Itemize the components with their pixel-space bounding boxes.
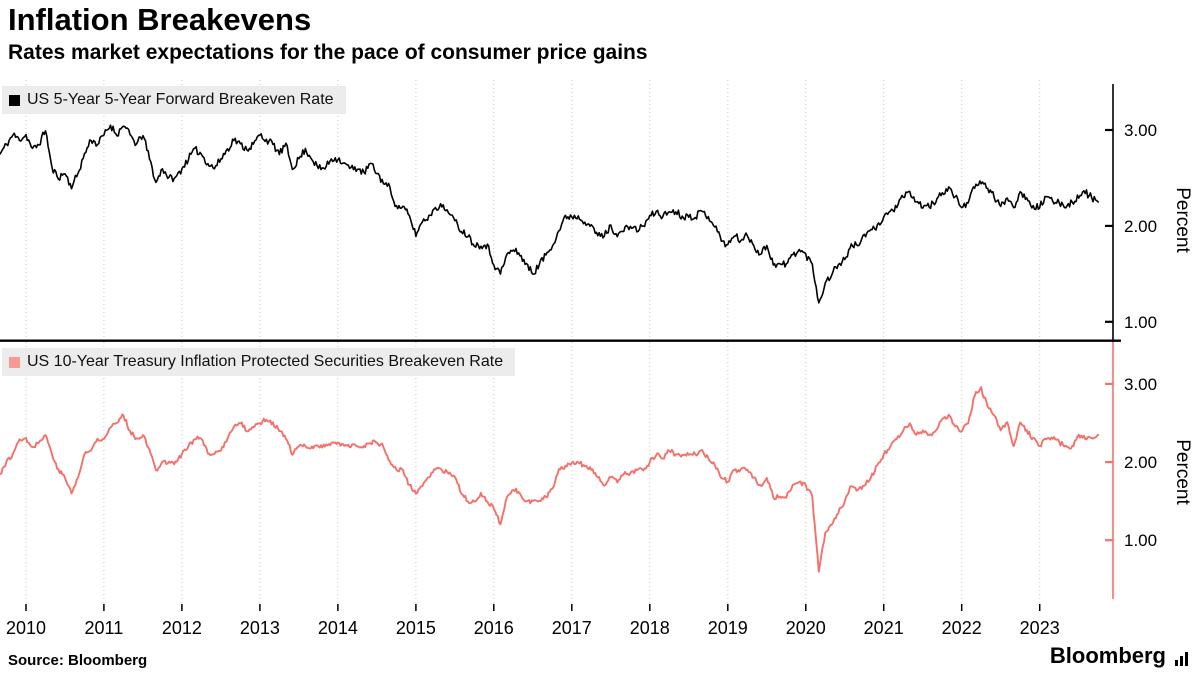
legend-swatch-5y5y bbox=[9, 94, 20, 106]
x-tick-label: 2022 bbox=[942, 618, 982, 638]
y-tick-labels: 3.00 2.00 1.00 bbox=[1124, 375, 1157, 550]
legend-5y5y: US 5-Year 5-Year Forward Breakeven Rate bbox=[2, 86, 346, 114]
x-tick-label: 2023 bbox=[1020, 618, 1060, 638]
x-tick-labels: 2010 2011 2012 2013 2014 2015 2016 2017 2018 2019… bbox=[6, 618, 1060, 638]
x-tick-label: 2020 bbox=[786, 618, 826, 638]
y-axis bbox=[1105, 84, 1114, 342]
x-tick-label: 2011 bbox=[85, 618, 124, 638]
x-tick-label: 2015 bbox=[396, 618, 436, 638]
panel-10y-tips: 3.00 2.00 1.00 Percent US 10-Year Treasury … bbox=[0, 342, 1200, 604]
x-tick-label: 2013 bbox=[240, 618, 280, 638]
x-tick-label: 2017 bbox=[552, 618, 592, 638]
gridlines bbox=[25, 342, 1041, 604]
chart-title: Inflation Breakevens bbox=[8, 2, 312, 37]
plot-10y-tips: 3.00 2.00 1.00 Percent bbox=[0, 342, 1193, 604]
plot-5y5y-forward: 3.00 2.00 1.00 Percent bbox=[0, 80, 1193, 342]
x-tick-label: 2016 bbox=[474, 618, 514, 638]
legend-swatch-10y-tips bbox=[9, 356, 20, 368]
x-tick-label: 2021 bbox=[864, 618, 904, 638]
y-tick-label: 1.00 bbox=[1124, 531, 1157, 550]
x-tick-label: 2018 bbox=[630, 618, 670, 638]
legend-10y-tips: US 10-Year Treasury Inflation Protected … bbox=[2, 348, 516, 376]
source-note: Source: Bloomberg bbox=[8, 652, 148, 669]
x-tick-label: 2010 bbox=[6, 618, 46, 638]
y-tick-label: 1.00 bbox=[1124, 313, 1157, 332]
y-tick-label: 3.00 bbox=[1124, 375, 1157, 394]
gridlines bbox=[25, 80, 1041, 342]
y-axis bbox=[1105, 342, 1114, 599]
chart-subtitle: Rates market expectations for the pace o… bbox=[8, 40, 648, 64]
y-tick-label: 2.00 bbox=[1124, 453, 1157, 472]
x-axis: 2010 2011 2012 2013 2014 2015 2016 2017 2018 2019… bbox=[6, 604, 1060, 638]
legend-label-10y-tips: US 10-Year Treasury Inflation Protected … bbox=[27, 353, 504, 370]
x-tick-label: 2014 bbox=[318, 618, 358, 638]
bloomberg-logo: Bloomberg bbox=[1050, 643, 1190, 669]
x-tick-label: 2012 bbox=[162, 618, 202, 638]
x-tick-marks bbox=[25, 604, 1041, 611]
x-tick-label: 2019 bbox=[708, 618, 748, 638]
y-tick-label: 2.00 bbox=[1124, 217, 1157, 236]
y-tick-label: 3.00 bbox=[1124, 121, 1157, 140]
bar-chart-icon bbox=[1175, 652, 1188, 666]
panel-5y5y-forward: 3.00 2.00 1.00 Percent US 5-Year 5-Year For… bbox=[0, 80, 1200, 342]
legend-label-5y5y: US 5-Year 5-Year Forward Breakeven Rate bbox=[27, 91, 334, 108]
bloomberg-wordmark: Bloomberg bbox=[1049, 643, 1166, 668]
y-axis-title: Percent bbox=[1172, 187, 1193, 253]
y-axis-title: Percent bbox=[1172, 439, 1193, 505]
series-10y-tips-line bbox=[0, 386, 1100, 573]
y-tick-labels: 3.00 2.00 1.00 bbox=[1124, 121, 1157, 332]
chart-header: Inflation Breakevens Rates market expect… bbox=[8, 2, 648, 65]
series-5y5y-line bbox=[0, 124, 1099, 304]
